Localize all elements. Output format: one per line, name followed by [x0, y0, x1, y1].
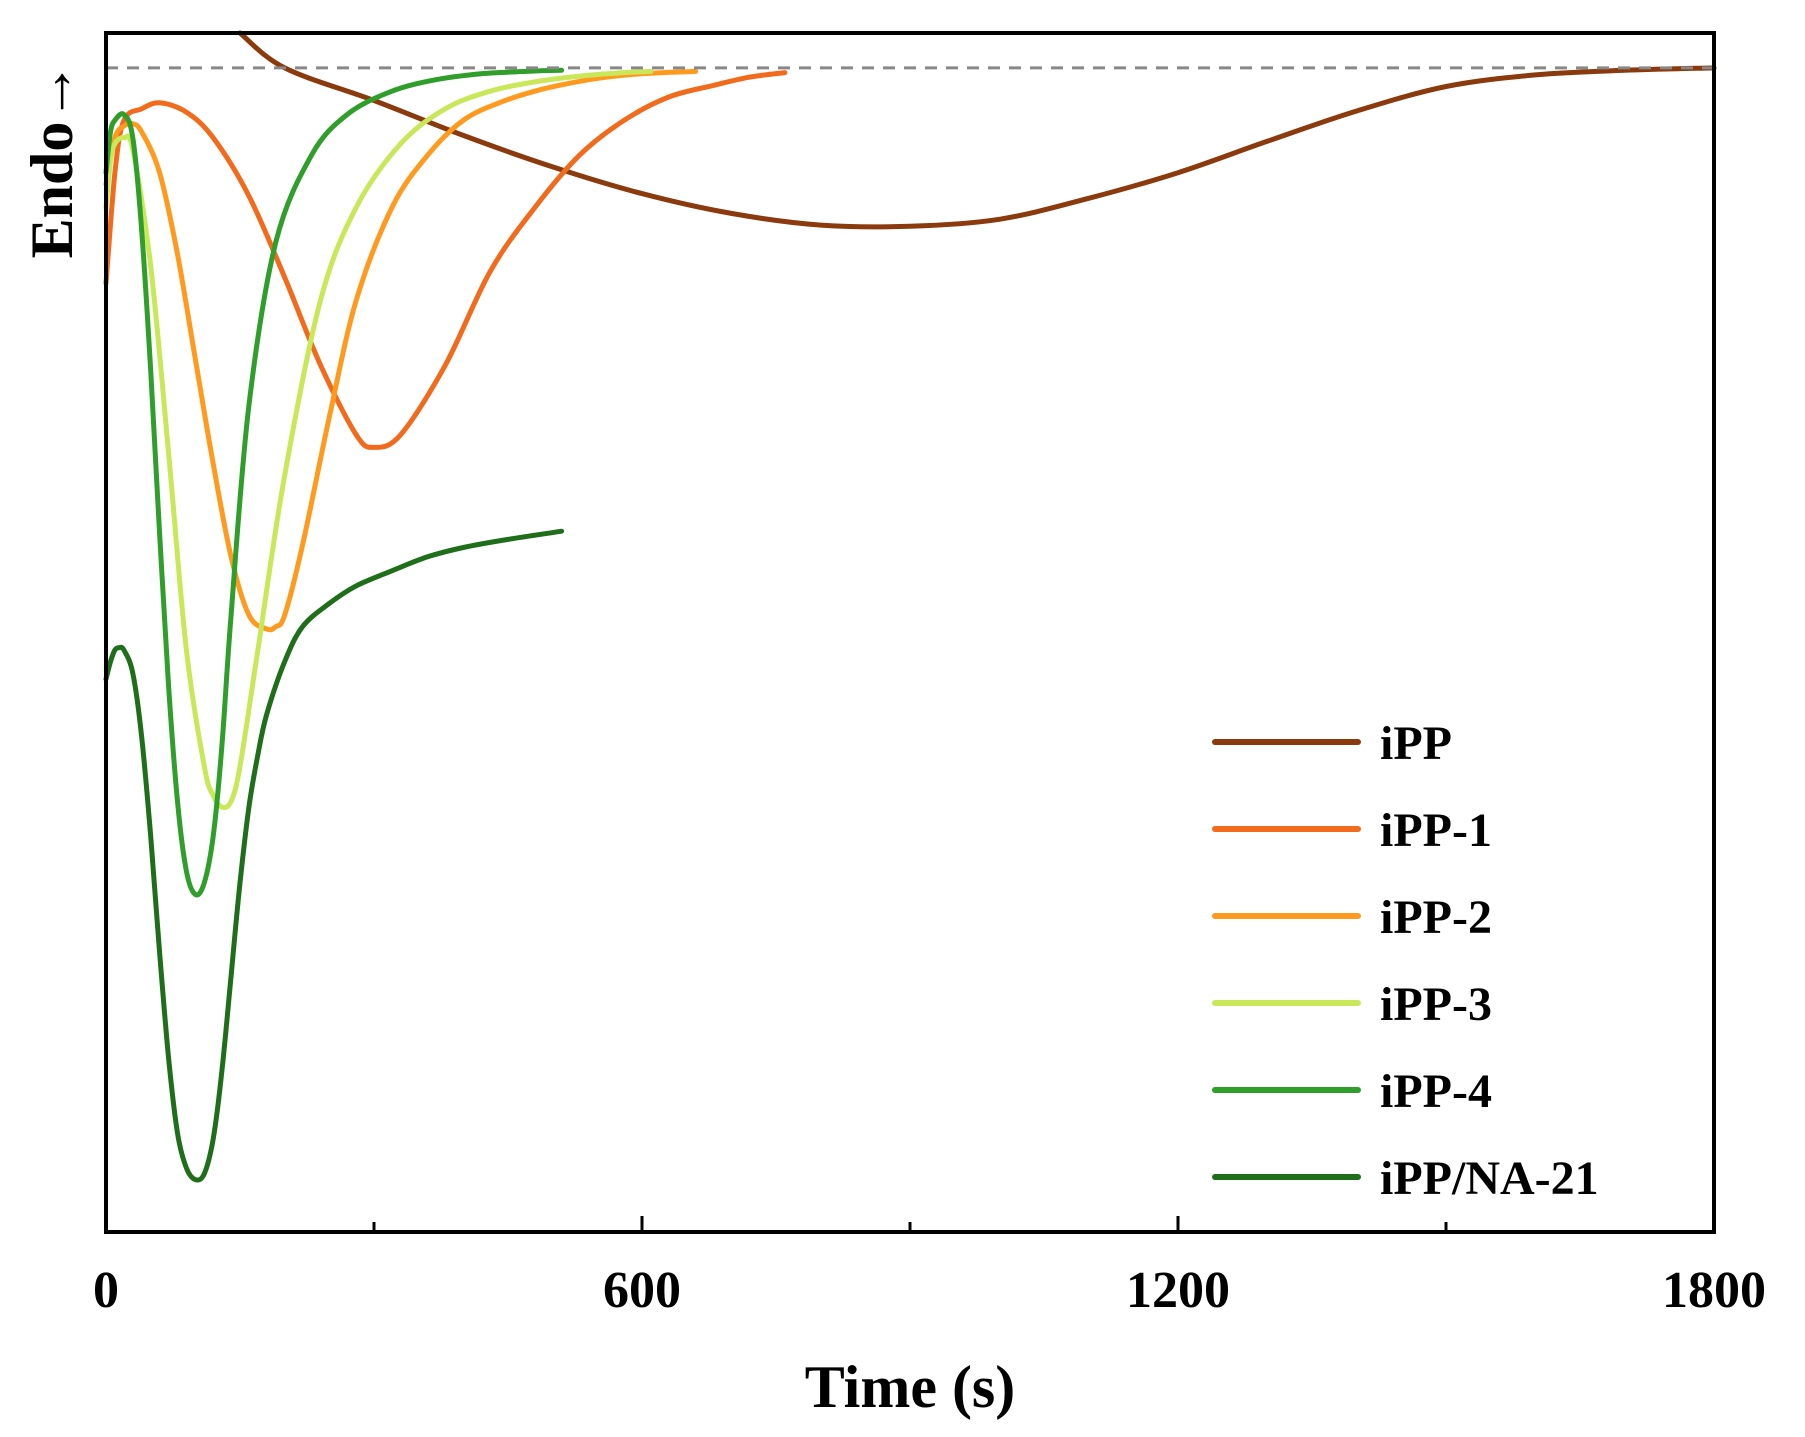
legend-label-0: iPP [1380, 717, 1452, 770]
x-ticks: 0 600 1200 1800 [93, 1216, 1766, 1319]
x-tick-label: 1800 [1662, 1262, 1766, 1319]
legend: iPP iPP-1 iPP-2 iPP-3 iPP-4 iPP/NA-21 [1212, 717, 1599, 1205]
series-line-5 [103, 528, 565, 1183]
series-line-2 [103, 68, 699, 633]
legend-label-1: iPP-1 [1380, 804, 1492, 857]
plot-frame [104, 31, 1716, 1234]
x-tick-label: 0 [93, 1262, 119, 1319]
x-tick-label: 600 [603, 1262, 681, 1319]
series-line-3 [103, 68, 654, 811]
legend-label-3: iPP-3 [1380, 978, 1492, 1031]
series-line-4 [103, 67, 565, 898]
x-axis-title: Time (s) [805, 1354, 1016, 1420]
series-layer [103, 30, 1717, 1183]
series-line-0 [237, 30, 1717, 230]
legend-label-5: iPP/NA-21 [1380, 1152, 1599, 1205]
legend-label-4: iPP-4 [1380, 1065, 1492, 1118]
y-axis-title: Endo→ [19, 62, 85, 259]
x-tick-label: 1200 [1126, 1262, 1230, 1319]
series-line-1 [103, 70, 788, 450]
legend-label-2: iPP-2 [1380, 891, 1492, 944]
